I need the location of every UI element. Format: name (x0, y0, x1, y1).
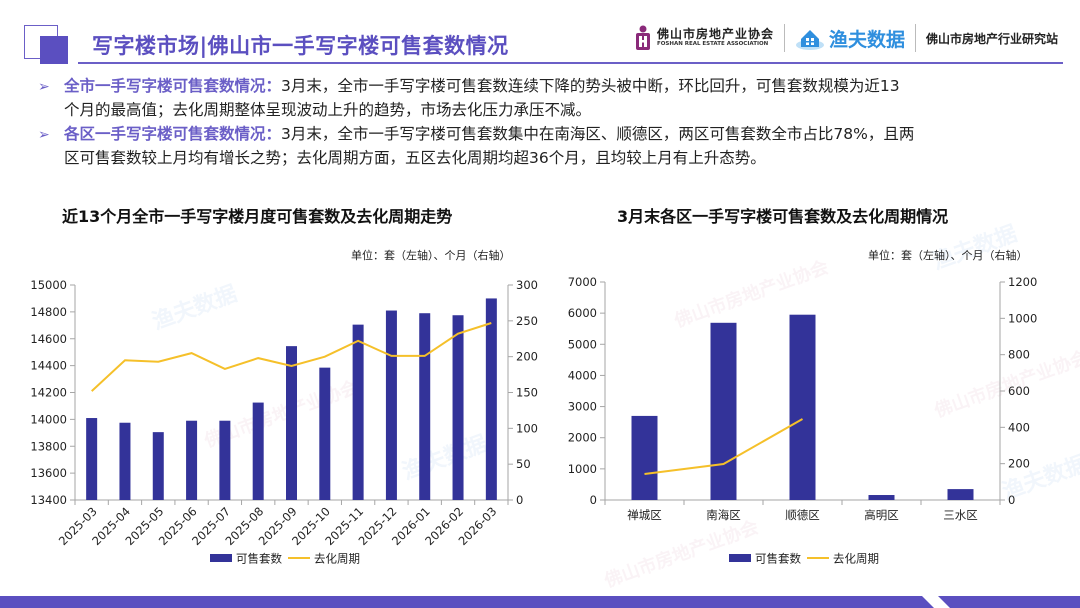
bar (485, 298, 497, 500)
right-axis-tick: 800 (1008, 348, 1030, 362)
left-axis-tick: 2000 (568, 431, 597, 445)
left-axis-tick: 5000 (568, 337, 597, 351)
right-axis-tick: 200 (1008, 457, 1030, 471)
legend-label: 去化周期 (314, 552, 360, 566)
left-axis-tick: 13800 (30, 439, 67, 453)
logo-divider (783, 24, 785, 52)
page-title: 写字楼市场|佛山市一手写字楼可售套数情况 (92, 34, 509, 58)
legend-label: 可售套数 (755, 552, 801, 566)
association-logo: 佛山市房地产业协会 FOSHAN REAL ESTATE ASSOCIATION (634, 25, 774, 51)
bullet-heading: 全市一手写字楼可售套数情况： (64, 77, 282, 95)
right-axis-tick: 200 (516, 350, 538, 364)
bar (947, 489, 974, 500)
left-axis-tick: 7000 (568, 275, 597, 289)
bullet-text: 个月的最高值；去化周期整体呈现波动上升的趋势，市场去化压力承压不减。 (64, 101, 592, 119)
bar (219, 420, 231, 500)
right-axis-tick: 0 (1008, 493, 1015, 507)
bar (385, 310, 397, 500)
left-axis-tick: 13400 (30, 493, 67, 507)
left-axis-tick: 0 (590, 493, 597, 507)
line-series (644, 418, 803, 475)
title-decoration-fill (40, 36, 68, 64)
bar (252, 402, 264, 500)
right-axis-tick: 250 (516, 314, 538, 328)
x-axis-label: 顺德区 (785, 508, 820, 522)
bullet-text: 3月末，全市一手写字楼可售套数连续下降的势头被中断，环比回升，可售套数规模为近1… (281, 77, 900, 95)
left-axis-tick: 14200 (30, 386, 67, 400)
left-axis-tick: 4000 (568, 368, 597, 382)
logo-group: 佛山市房地产业协会 FOSHAN REAL ESTATE ASSOCIATION… (634, 18, 1058, 58)
arrow-bullet-icon: ➢ (38, 79, 50, 95)
legend-bar-swatch (729, 554, 751, 562)
bullet-heading: 各区一手写字楼可售套数情况： (64, 125, 282, 143)
right-axis-tick: 50 (516, 457, 531, 471)
x-axis-label: 禅城区 (627, 508, 662, 522)
footer-bar (0, 596, 1080, 608)
legend-bar-swatch (210, 554, 232, 562)
x-axis-label: 南海区 (706, 508, 741, 522)
right-chart-title: 3月末各区一手写字楼可售套数及去化周期情况 (617, 207, 949, 226)
research-station-name: 佛山市房地产行业研究站 (925, 31, 1058, 46)
right-axis-tick: 1200 (1008, 275, 1037, 289)
bar (452, 315, 464, 500)
line-series (91, 322, 492, 392)
left-axis-tick: 3000 (568, 400, 597, 414)
left-axis-tick: 14800 (30, 305, 67, 319)
left-axis-tick: 15000 (30, 278, 67, 292)
bullet-districts: ➢ 各区一手写字楼可售套数情况：3月末，全市一手写字楼可售套数集中在南海区、顺德… (38, 122, 1058, 170)
right-axis-tick: 1000 (1008, 311, 1037, 325)
right-axis-tick: 600 (1008, 384, 1030, 398)
arrow-bullet-icon: ➢ (38, 127, 50, 143)
bar (319, 367, 331, 500)
left-chart-unit-note: 单位：套（左轴）、个月（右轴） (351, 249, 511, 262)
bar (710, 322, 737, 500)
association-emblem-icon (635, 25, 650, 50)
x-axis-label: 三水区 (943, 508, 978, 522)
right-axis-tick: 100 (516, 421, 538, 435)
right-axis-tick: 150 (516, 386, 538, 400)
bar (286, 346, 297, 500)
bullet-text: 3月末，全市一手写字楼可售套数集中在南海区、顺德区，两区可售套数全市占比78%，… (281, 125, 915, 143)
summary-bullets: ➢ 全市一手写字楼可售套数情况：3月末，全市一手写字楼可售套数连续下降的势头被中… (38, 74, 1058, 170)
right-axis-tick: 300 (516, 278, 538, 292)
right-axis-tick: 0 (516, 493, 523, 507)
right-axis-tick: 400 (1008, 420, 1030, 434)
association-name-en: FOSHAN REAL ESTATE ASSOCIATION (656, 41, 769, 48)
left-axis-tick: 14600 (30, 332, 67, 346)
bar (868, 495, 895, 500)
bar (152, 432, 164, 500)
x-axis-label: 高明区 (864, 508, 899, 522)
brand-logo: 渔夫数据 (795, 25, 905, 52)
title-underline (78, 62, 1063, 64)
bullet-text: 区可售套数较上月均有增长之势；去化周期方面，五区去化周期均超36个月，且均较上月… (64, 149, 766, 167)
district-chart: 0 1000 2000 3000 4000 5000 6000 7000 0 200 400 600 8… (568, 275, 1038, 566)
bar (631, 415, 658, 500)
bar (86, 418, 98, 500)
left-axis-tick: 14400 (30, 359, 67, 373)
bar (352, 324, 364, 500)
brand-house-icon (795, 30, 824, 50)
left-axis-tick: 14000 (30, 412, 67, 426)
bar (186, 420, 198, 500)
bullet-citywide: ➢ 全市一手写字楼可售套数情况：3月末，全市一手写字楼可售套数连续下降的势头被中… (38, 74, 1058, 122)
brand-name: 渔夫数据 (828, 28, 905, 51)
left-axis-tick: 1000 (568, 462, 597, 476)
bar (419, 313, 431, 500)
monthly-trend-chart: 13400 13600 13800 14000 14200 14400 14600 14800… (30, 278, 538, 566)
legend-label: 可售套数 (236, 552, 282, 566)
bar (789, 314, 816, 500)
bar (119, 422, 131, 500)
left-axis-tick: 6000 (568, 306, 597, 320)
legend-label: 去化周期 (833, 552, 879, 566)
logo-divider (914, 24, 916, 52)
left-chart-title: 近13个月全市一手写字楼月度可售套数及去化周期走势 (62, 207, 453, 226)
left-axis-tick: 13600 (30, 466, 67, 480)
association-name-cn: 佛山市房地产业协会 (656, 27, 774, 42)
right-chart-unit-note: 单位：套（左轴）、个月（右轴） (868, 249, 1028, 262)
